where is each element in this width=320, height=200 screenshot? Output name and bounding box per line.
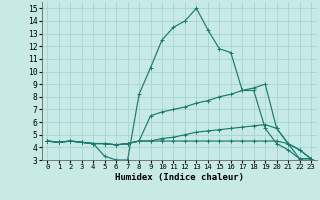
X-axis label: Humidex (Indice chaleur): Humidex (Indice chaleur) bbox=[115, 173, 244, 182]
